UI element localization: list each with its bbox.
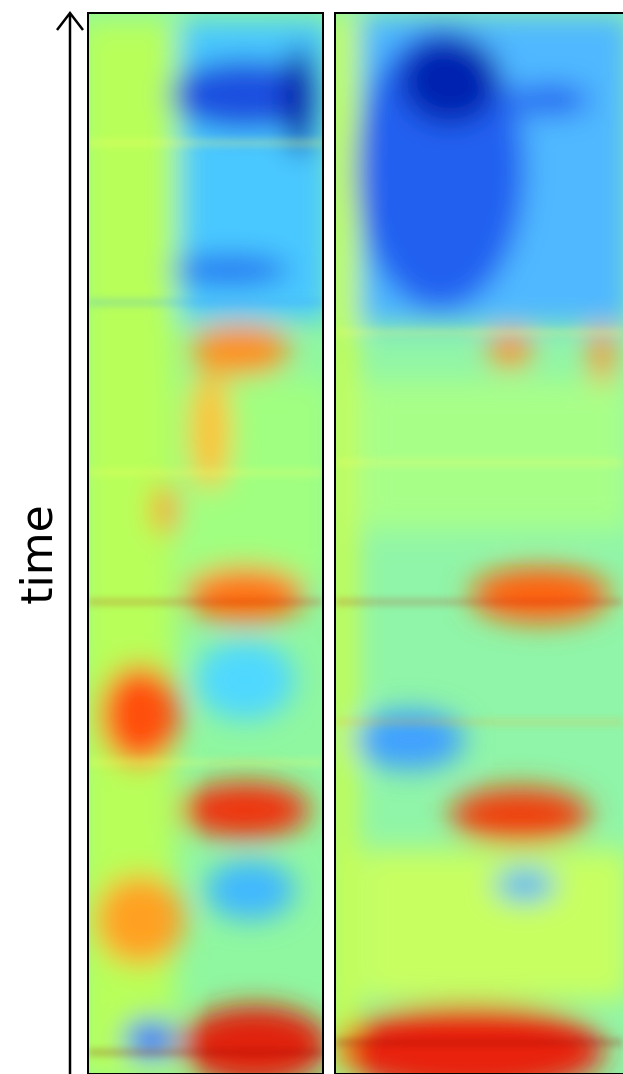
- panel-frame: [87, 12, 324, 1074]
- panel-frame: [334, 12, 623, 1074]
- axis-arrowhead: [56, 10, 84, 31]
- heatmap-left: [88, 13, 323, 1074]
- heatmap-right: [335, 13, 623, 1074]
- axis-label: time: [12, 505, 63, 604]
